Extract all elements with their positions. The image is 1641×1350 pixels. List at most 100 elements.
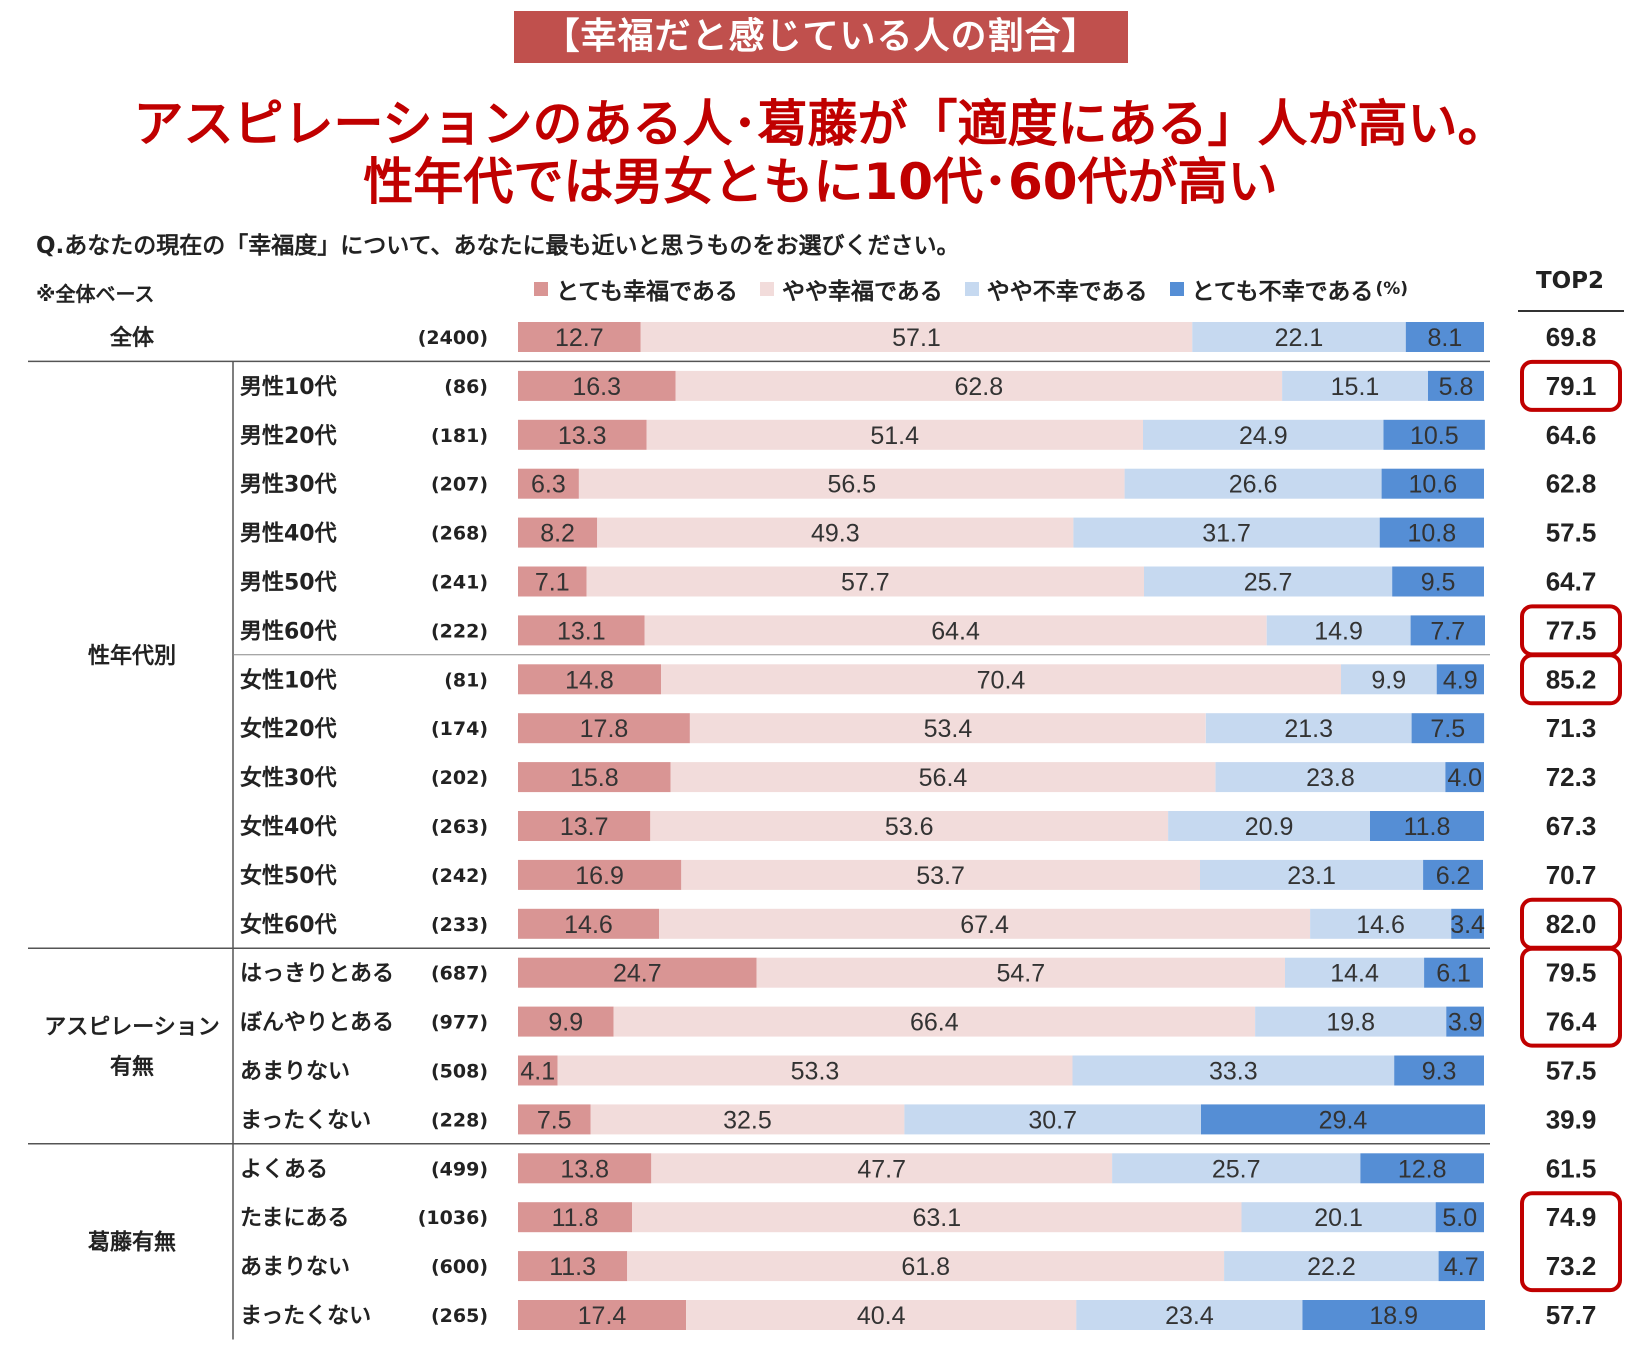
bar-segment [1370, 811, 1484, 841]
bar-segment [518, 468, 579, 499]
bar-segment [518, 1104, 591, 1135]
top2-header: TOP2 [1535, 268, 1605, 294]
data-label: 31.7 [1202, 520, 1251, 548]
row-label: 女性50代 [240, 863, 337, 889]
data-label: 13.7 [560, 813, 609, 841]
top2-value: 62.8 [1546, 469, 1597, 499]
bar-segment [1200, 859, 1424, 890]
data-label: 8.1 [1428, 324, 1463, 352]
legend: とても幸福である やや幸福である やや不幸である とても不幸である (%) [534, 272, 1408, 306]
data-label: 7.1 [535, 569, 570, 597]
data-label: 40.4 [857, 1302, 906, 1330]
data-label: 9.9 [1371, 666, 1406, 694]
bar-segment [1143, 419, 1384, 450]
bar-segment [1438, 1251, 1484, 1282]
group-label: 葛藤有無 [87, 1230, 176, 1256]
row-label: 男性20代 [240, 424, 337, 449]
bar-segment [1124, 468, 1382, 499]
bar-segment [1310, 908, 1452, 939]
sample-size: (265) [431, 1305, 488, 1327]
bar-segment [904, 1104, 1201, 1135]
data-label: 15.1 [1331, 373, 1380, 401]
highlight-box [1520, 1191, 1622, 1293]
data-label: 14.8 [565, 666, 614, 694]
top2-value: 69.8 [1546, 322, 1597, 352]
row-label: 男性50代 [240, 571, 337, 596]
data-label: 13.3 [558, 422, 607, 450]
row-label: 女性20代 [240, 716, 337, 742]
row-label: まったくない [240, 1108, 371, 1133]
bar-segment [1224, 1251, 1439, 1282]
top2-value: 85.2 [1546, 664, 1597, 694]
bar-segment [1341, 664, 1437, 695]
group-label: 有無 [110, 1054, 154, 1080]
data-label: 61.8 [901, 1253, 950, 1281]
top2-value: 64.6 [1546, 420, 1597, 450]
bar-segment [613, 1006, 1255, 1037]
bar-segment [518, 957, 757, 988]
data-label: 66.4 [910, 1009, 959, 1037]
bar-segment [1215, 762, 1446, 793]
data-label: 14.9 [1314, 617, 1363, 645]
highlight-box [1520, 359, 1622, 412]
data-label: 24.9 [1239, 422, 1288, 450]
top2-header-rule [1518, 310, 1624, 312]
data-label: 10.5 [1410, 422, 1459, 450]
bar-segment [1392, 566, 1484, 597]
data-label: 25.7 [1244, 569, 1293, 597]
data-label: 47.7 [857, 1155, 906, 1183]
top2-value: 61.5 [1546, 1153, 1597, 1183]
row-label: 女性40代 [240, 814, 337, 840]
legend-label: とても幸福である [556, 279, 738, 305]
headline-line-1: アスピレーションのある人･葛藤が「適度にある」人が高い。 [133, 95, 1508, 153]
bar-segment [661, 664, 1342, 695]
sample-size: (181) [431, 425, 488, 447]
data-label: 3.9 [1448, 1009, 1483, 1037]
bar-segment [1410, 615, 1485, 646]
data-label: 9.9 [548, 1009, 583, 1037]
top2-value: 79.5 [1546, 958, 1597, 988]
data-label: 14.6 [1356, 911, 1405, 939]
bar-segment [518, 908, 659, 939]
row-label: あまりない [240, 1060, 350, 1085]
sample-size: (263) [431, 816, 488, 838]
data-label: 13.8 [560, 1155, 609, 1183]
bar-segment [1073, 517, 1380, 548]
data-label: 7.5 [1430, 715, 1465, 743]
data-label: 16.3 [572, 373, 621, 401]
row-label: 男性40代 [240, 522, 337, 547]
sample-size: (207) [431, 474, 488, 496]
bar-segment [1266, 615, 1411, 646]
data-label: 6.3 [531, 471, 566, 499]
data-label: 10.8 [1407, 520, 1456, 548]
bar-segment [586, 566, 1144, 597]
bar-segment [518, 713, 690, 744]
data-label: 22.2 [1307, 1253, 1356, 1281]
legend-label: やや不幸である [986, 279, 1148, 305]
bar-segment [675, 370, 1283, 401]
data-label: 19.8 [1326, 1009, 1375, 1037]
legend-unit: (%) [1375, 279, 1409, 299]
data-label: 56.4 [919, 764, 968, 792]
data-label: 62.8 [954, 373, 1003, 401]
data-label: 12.7 [555, 324, 604, 352]
sample-size: (2400) [418, 327, 488, 349]
bar-segment [756, 957, 1285, 988]
legend-item-somewhat-happy: やや幸福である [759, 272, 943, 306]
sample-size: (499) [431, 1158, 488, 1180]
legend-label: やや幸福である [781, 279, 943, 305]
data-label: 29.4 [1319, 1106, 1368, 1134]
bar-segment [1411, 713, 1485, 744]
bar-segment [1428, 370, 1484, 401]
bar-segment [689, 713, 1206, 744]
data-label: 17.8 [580, 715, 629, 743]
bar-segment [1379, 517, 1484, 548]
top2-value: 73.2 [1546, 1251, 1597, 1281]
top2-value: 82.0 [1546, 909, 1597, 939]
bar-segment [1451, 908, 1484, 939]
bar-segment [1435, 1202, 1484, 1233]
data-label: 4.1 [520, 1058, 555, 1086]
data-label: 30.7 [1028, 1106, 1077, 1134]
bar-segment [646, 419, 1143, 450]
sample-size: (268) [431, 523, 488, 545]
